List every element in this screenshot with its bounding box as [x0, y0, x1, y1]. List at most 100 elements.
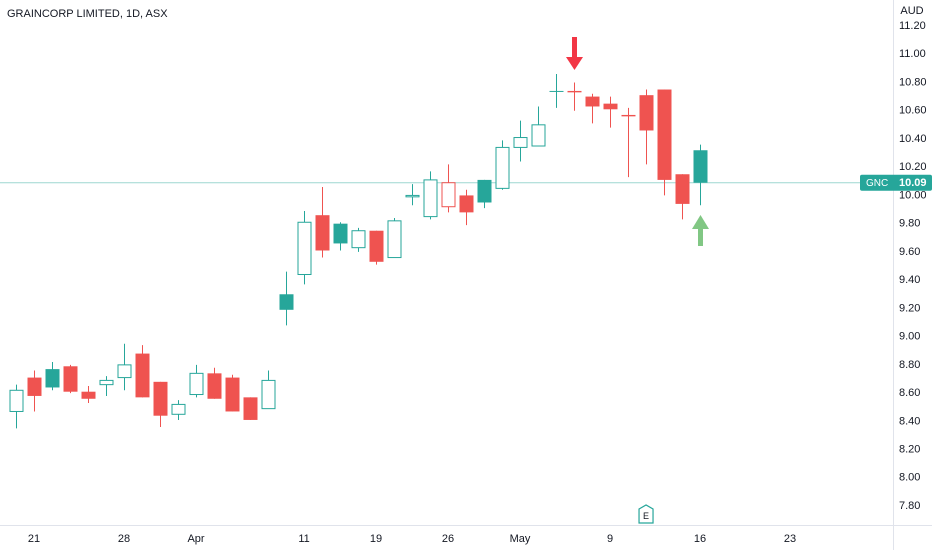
- x-tick-label: Apr: [187, 533, 204, 545]
- candle-body: [531, 124, 546, 147]
- candle-body: [207, 373, 222, 399]
- earnings-marker: [638, 504, 654, 524]
- y-tick-label: 10.60: [899, 105, 927, 117]
- candle: [387, 218, 402, 259]
- candle: [405, 184, 420, 206]
- y-tick-label: 10.40: [899, 133, 927, 145]
- y-tick-label: 9.40: [899, 274, 920, 286]
- y-tick-label: 10.00: [899, 189, 927, 201]
- x-tick-label: 26: [442, 533, 454, 545]
- x-tick-label: 11: [298, 533, 309, 545]
- candle: [243, 397, 258, 420]
- earnings-label: E: [643, 511, 649, 521]
- candle: [585, 93, 600, 124]
- y-tick-label: 7.80: [899, 500, 920, 512]
- candle-body: [477, 179, 492, 203]
- candle: [675, 174, 690, 220]
- candle: [207, 367, 222, 399]
- candle-body: [459, 195, 474, 213]
- y-tick-label: 11.20: [899, 20, 926, 32]
- candle: [531, 106, 546, 147]
- candle-body: [45, 369, 60, 388]
- sell-arrow: [566, 37, 583, 70]
- candle: [315, 186, 330, 258]
- candle-body: [9, 389, 24, 412]
- x-tick-label: 19: [370, 533, 382, 545]
- candle-body: [279, 294, 294, 310]
- y-tick-label: 8.60: [899, 387, 920, 399]
- candle-body: [369, 230, 384, 262]
- candle-body: [225, 377, 240, 412]
- y-tick-label: 8.00: [899, 472, 920, 484]
- candle-body: [351, 230, 366, 249]
- candle: [189, 364, 204, 398]
- candle-body: [441, 182, 456, 208]
- y-tick-label: 8.20: [899, 444, 920, 456]
- candle-body: [387, 220, 402, 259]
- candle-body: [513, 137, 528, 148]
- candle-body: [135, 353, 150, 398]
- candle: [657, 89, 672, 196]
- candle-body: [189, 372, 204, 396]
- x-tick-label: 21: [28, 533, 40, 545]
- last-price-label: 10.09: [899, 177, 927, 189]
- candle-body: [675, 174, 690, 204]
- candle: [549, 73, 564, 108]
- candle: [261, 370, 276, 410]
- y-tick-label: 10.80: [899, 76, 927, 88]
- candle-body: [693, 150, 708, 183]
- candle-body: [657, 89, 672, 180]
- candle-body: [495, 146, 510, 189]
- candle: [693, 144, 708, 206]
- candle-body: [333, 223, 348, 244]
- candle-body: [423, 179, 438, 218]
- candle-body: [99, 379, 114, 386]
- price-badge: [860, 174, 932, 191]
- candle-body: [621, 114, 636, 117]
- candle: [279, 271, 294, 326]
- y-tick-label: 8.40: [899, 415, 920, 427]
- candle-body: [63, 366, 78, 392]
- candle: [135, 345, 150, 398]
- candle-body: [27, 377, 42, 396]
- y-tick-label: 10.20: [899, 161, 927, 173]
- candle: [153, 381, 168, 428]
- candle: [99, 376, 114, 396]
- currency-label: AUD: [900, 5, 923, 17]
- candle: [441, 164, 456, 213]
- symbol-label: GNC: [866, 178, 888, 189]
- x-tick-label: 23: [784, 533, 796, 545]
- chart-title: GRAINCORP LIMITED, 1D, ASX: [7, 8, 168, 20]
- x-tick-label: May: [510, 533, 531, 545]
- candle: [495, 140, 510, 190]
- buy-arrow: [692, 215, 709, 246]
- candle-body: [297, 221, 312, 276]
- candle-body: [567, 90, 582, 93]
- candle: [639, 89, 654, 165]
- candle-body: [603, 103, 618, 110]
- candle: [81, 386, 96, 403]
- candle: [297, 210, 312, 285]
- y-tick-label: 9.00: [899, 331, 920, 343]
- y-tick-label: 9.20: [899, 302, 920, 314]
- candle: [513, 120, 528, 162]
- candle-body: [171, 403, 186, 415]
- candle-body: [405, 194, 420, 198]
- y-tick-label: 9.60: [899, 246, 920, 258]
- candle-body: [315, 215, 330, 251]
- candle-body: [153, 381, 168, 416]
- y-tick-label: 8.80: [899, 359, 920, 371]
- candle: [117, 343, 132, 391]
- candle: [423, 171, 438, 220]
- candle: [477, 179, 492, 209]
- y-tick-label: 9.80: [899, 218, 920, 230]
- x-tick-label: 16: [694, 533, 706, 545]
- candle-body: [243, 397, 258, 420]
- candle-body: [81, 391, 96, 399]
- candle: [603, 96, 618, 128]
- candle-body: [117, 364, 132, 379]
- candle: [351, 227, 366, 252]
